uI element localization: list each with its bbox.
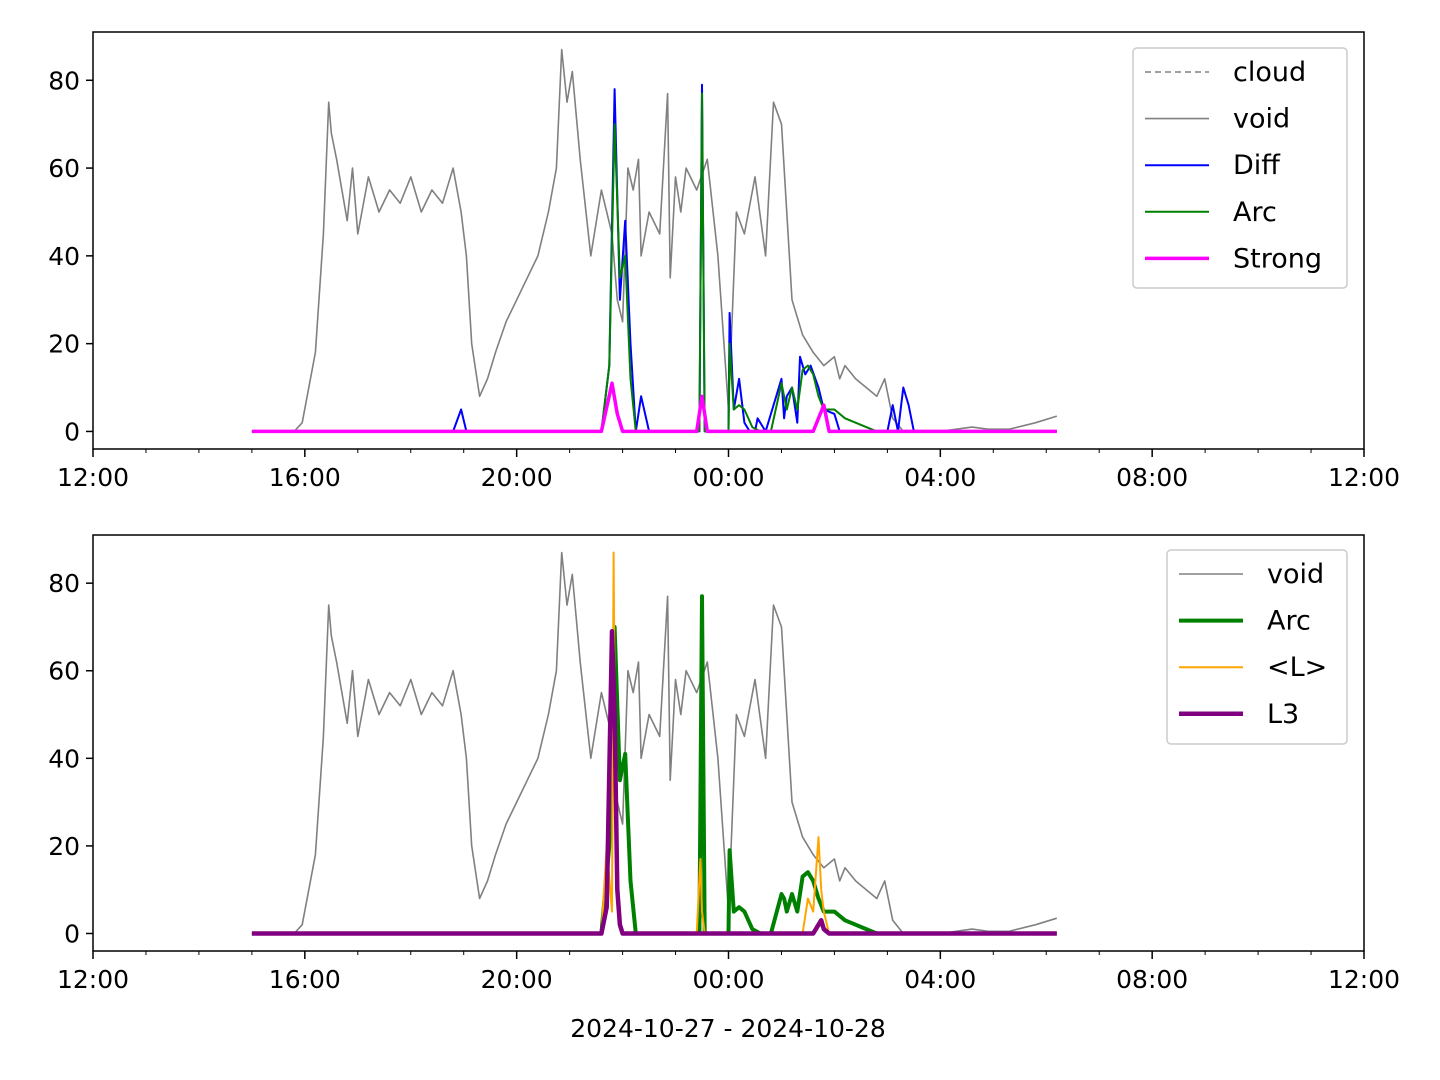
y-tick-label: 40	[48, 744, 80, 773]
x-axis-label: 2024-10-27 - 2024-10-28	[570, 1014, 886, 1043]
series-line-arc	[251, 594, 1057, 936]
y-tick-label: 80	[48, 66, 80, 95]
x-tick-label: 00:00	[692, 965, 764, 994]
bottom-plot: 0 20 40 60 80 12:00 16:00 20:00 00:00 04:00 08:00 1…	[48, 534, 1400, 994]
y-tick-label: 0	[64, 919, 80, 948]
x-tick-label: 12:00	[57, 463, 129, 492]
x-tick-label: 12:00	[1328, 965, 1400, 994]
x-tick-label: 20:00	[481, 463, 553, 492]
x-tick-label: 00:00	[692, 463, 764, 492]
y-tick-label: 40	[48, 242, 80, 271]
legend-label: void	[1233, 104, 1290, 135]
legend	[1132, 47, 1348, 289]
series-line-strong	[251, 381, 1057, 434]
x-tick-label: 04:00	[904, 965, 976, 994]
legend-label: L3	[1267, 699, 1299, 730]
x-tick-label: 08:00	[1116, 965, 1188, 994]
y-tick-label: 20	[48, 832, 80, 861]
y-tick-label: 60	[48, 657, 80, 686]
series-group	[251, 551, 1058, 936]
y-tick-label: 80	[48, 569, 80, 598]
series-line-l3	[251, 629, 1057, 936]
legend-label: cloud	[1233, 57, 1306, 88]
series-line-arc	[251, 92, 1057, 433]
x-tick-label: 04:00	[904, 463, 976, 492]
x-tick-label: 16:00	[269, 463, 341, 492]
top-plot: 0 20 40 60 80 12:00 16:00 20:00 00:00 04:00 08:00 1…	[48, 31, 1400, 492]
series-line-void	[251, 48, 1058, 433]
y-tick-label: 0	[64, 417, 80, 446]
legend	[1166, 549, 1348, 745]
series-line-diff	[251, 83, 1057, 433]
series-line-l	[251, 551, 1057, 935]
legend-label: Arc	[1233, 197, 1277, 228]
x-tick-label: 12:00	[57, 965, 129, 994]
x-tick-label: 20:00	[481, 965, 553, 994]
x-tick-label: 08:00	[1116, 463, 1188, 492]
legend-label: void	[1267, 559, 1324, 590]
y-tick-label: 60	[48, 154, 80, 183]
y-tick-label: 20	[48, 330, 80, 359]
x-tick-label: 16:00	[269, 965, 341, 994]
legend-label: Arc	[1267, 606, 1311, 637]
x-tick-label: 12:00	[1328, 463, 1400, 492]
legend-label: Strong	[1233, 243, 1322, 274]
legend-label: <L>	[1267, 652, 1327, 683]
series-group	[251, 48, 1058, 434]
series-line-void	[251, 551, 1058, 935]
legend-label: Diff	[1233, 150, 1281, 181]
